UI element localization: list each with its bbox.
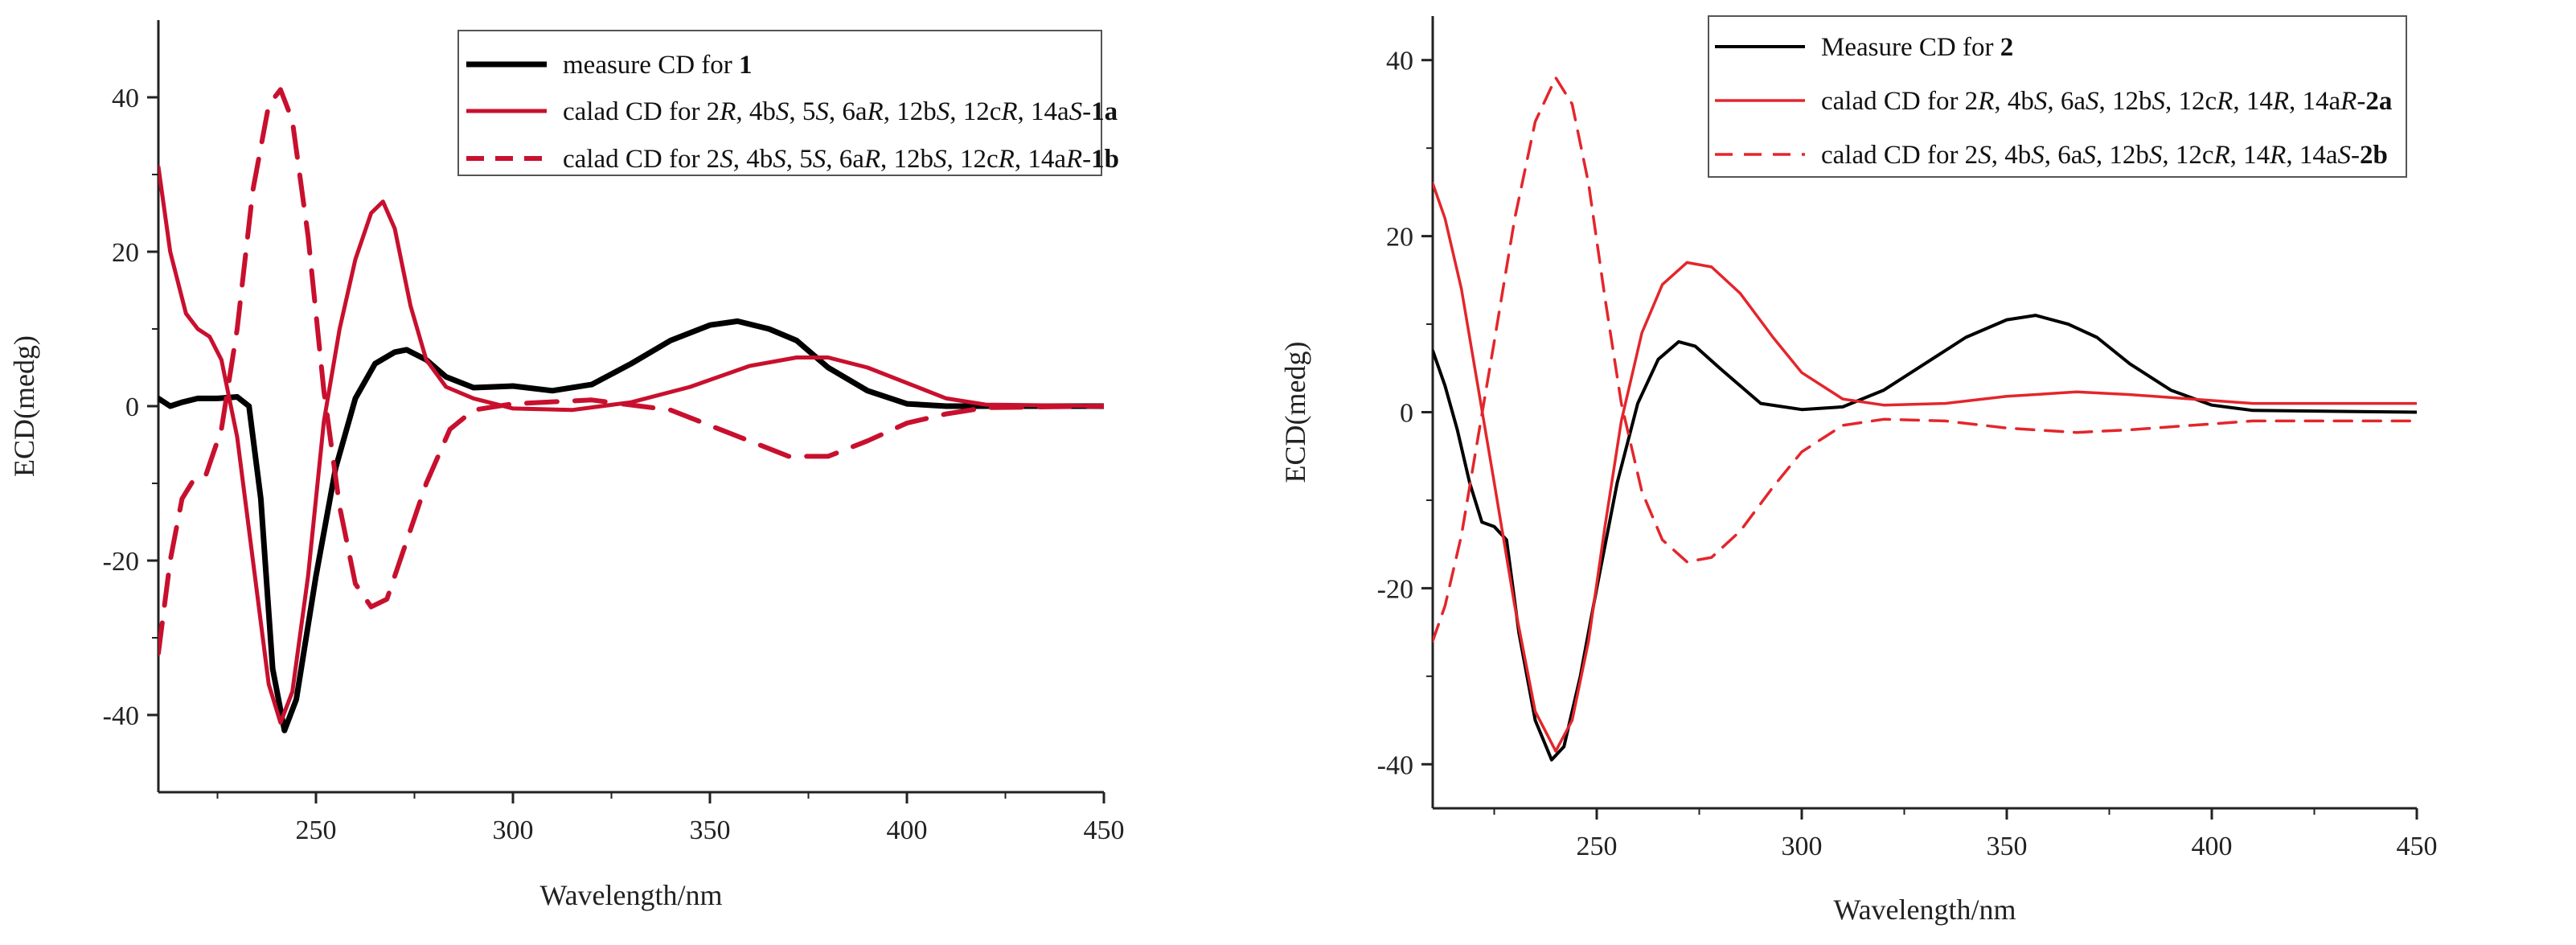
x-tick-label: 250 xyxy=(1577,832,1618,861)
x-tick-label: 350 xyxy=(1987,832,2028,861)
legend-label-2: calad CD for 2R, 4bS, 6aS, 12bS, 12cR, 1… xyxy=(1821,87,2392,116)
y-tick-label: -40 xyxy=(1377,750,1413,780)
y-tick-label: 20 xyxy=(1386,223,1413,253)
x-axis-label: Wavelength/nm xyxy=(539,879,722,911)
legend: Measure CD for 2 calad CD for 2R, 4bS, 6a… xyxy=(1708,15,2407,178)
series-line-3 xyxy=(158,87,1104,656)
chart-2: 250 300 350 400 450 -40 -20 0 20 40 Wavelength/nm E… xyxy=(1279,15,2438,926)
legend-box xyxy=(1708,15,2407,178)
x-tick-label: 450 xyxy=(1084,816,1125,845)
legend-label-1: measure CD for 1 xyxy=(563,51,753,80)
x-tick-label: 250 xyxy=(296,816,337,845)
series-line-2 xyxy=(1433,182,2417,753)
y-tick-label: 0 xyxy=(1400,399,1413,429)
y-tick-label: 40 xyxy=(112,84,139,113)
y-tick-label: 20 xyxy=(112,238,139,268)
series-line-2 xyxy=(158,164,1104,725)
x-axis-label: Wavelength/nm xyxy=(1833,894,2016,926)
x-tick-label: 300 xyxy=(1782,832,1823,861)
legend-label-1: Measure CD for 2 xyxy=(1821,33,2013,62)
y-axis-label: ECD(medg) xyxy=(1279,342,1311,483)
legend-label-3: calad CD for 2S, 4bS, 6aS, 12bS, 12cR, 1… xyxy=(1821,141,2388,170)
legend-label-3: calad CD for 2S, 4bS, 5S, 6aR, 12bS, 12c… xyxy=(563,145,1119,174)
x-tick-label: 350 xyxy=(690,816,731,845)
x-tick-label: 450 xyxy=(2397,832,2438,861)
legend-box xyxy=(457,30,1102,176)
x-tick-label: 400 xyxy=(887,816,928,845)
chart-1: 250 300 350 400 450 -40 -20 0 20 40 Wavelength/nm E… xyxy=(8,20,1125,911)
y-tick-label: -20 xyxy=(1377,574,1413,604)
y-tick-label: 40 xyxy=(1386,47,1413,76)
y-tick-label: -20 xyxy=(103,547,139,577)
series-line-1 xyxy=(1433,314,2417,762)
legend-label-2: calad CD for 2R, 4bS, 5S, 6aR, 12bS, 12c… xyxy=(563,97,1118,126)
series-line-1 xyxy=(158,318,1104,733)
x-tick-label: 300 xyxy=(493,816,534,845)
y-tick-label: -40 xyxy=(103,701,139,731)
y-axis-label: ECD(medg) xyxy=(8,335,40,477)
y-tick-label: 0 xyxy=(125,392,139,422)
series-line-3 xyxy=(1433,76,2417,643)
x-tick-label: 400 xyxy=(2192,832,2233,861)
legend: measure CD for 1 calad CD for 2R, 4bS, 5S… xyxy=(457,30,1119,176)
